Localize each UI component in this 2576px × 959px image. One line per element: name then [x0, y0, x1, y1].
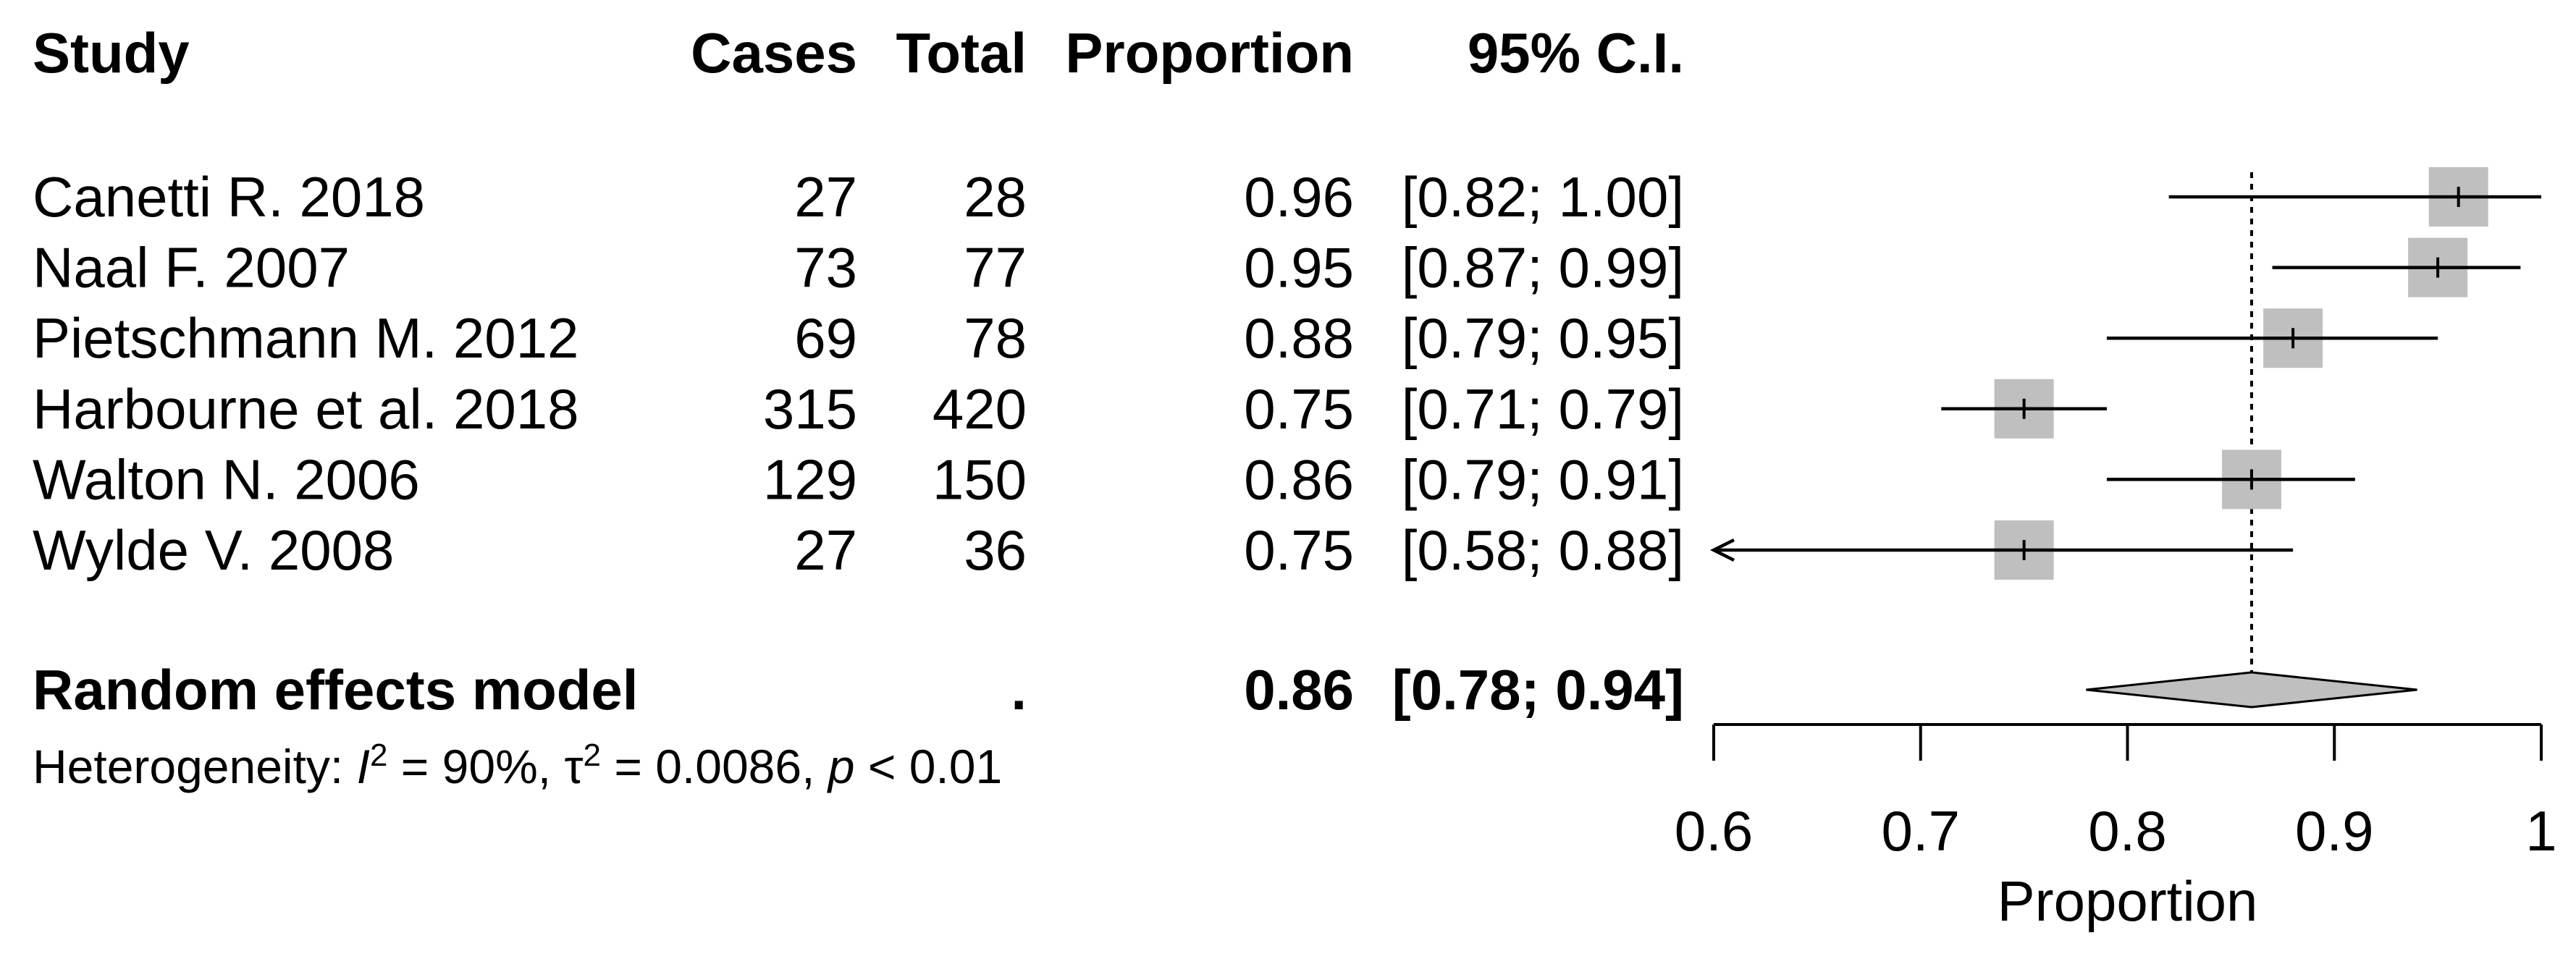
heterogeneity: Heterogeneity: I2 = 90%, τ2 = 0.0086, p …	[33, 738, 1002, 794]
column-header: Study	[33, 21, 190, 85]
heterogeneity-part: 2	[370, 738, 387, 773]
column-header: 95% C.I.	[1468, 21, 1684, 85]
cases: 129	[763, 447, 857, 511]
cases: 315	[763, 377, 857, 441]
heterogeneity-part: < 0.01	[854, 740, 1002, 793]
cases: 73	[794, 236, 857, 300]
pooled-name: Random effects model	[33, 658, 638, 722]
pooled-cases: .	[1011, 658, 1027, 722]
pooled-diamond	[2086, 671, 2417, 709]
x-axis-title: Proportion	[1998, 869, 2258, 933]
heterogeneity-part: = 90%,	[387, 740, 564, 793]
x-tick-label: 0.8	[2088, 799, 2166, 863]
heterogeneity-part: p	[827, 740, 855, 793]
total: 36	[964, 518, 1027, 582]
column-header: Total	[896, 21, 1027, 85]
ci-arrow	[1709, 538, 1735, 562]
heterogeneity-part: = 0.0086,	[601, 740, 828, 793]
proportion: 0.95	[1244, 236, 1354, 300]
ci-label: [0.58; 0.88]	[1402, 518, 1684, 582]
proportion: 0.75	[1244, 377, 1354, 441]
total: 78	[964, 306, 1027, 370]
study-name: Naal F. 2007	[33, 236, 350, 300]
column-header: Cases	[691, 21, 857, 85]
cases: 27	[794, 165, 857, 229]
pooled-proportion: 0.86	[1244, 658, 1354, 722]
plot-area	[1714, 167, 2541, 580]
heterogeneity-part: I	[357, 740, 370, 793]
x-tick-label: 0.7	[1882, 799, 1960, 863]
study-name: Walton N. 2006	[33, 447, 420, 511]
x-tick-label: 0.6	[1675, 799, 1753, 863]
ci-label: [0.79; 0.91]	[1402, 447, 1684, 511]
pooled-ci-label: [0.78; 0.94]	[1392, 658, 1684, 722]
study-name: Pietschmann M. 2012	[33, 306, 578, 370]
total: 150	[933, 447, 1027, 511]
x-tick-label: 0.9	[2295, 799, 2373, 863]
x-tick-label: 1	[2525, 799, 2556, 863]
total: 420	[933, 377, 1027, 441]
ci-label: [0.87; 0.99]	[1402, 236, 1684, 300]
heterogeneity-part: Heterogeneity:	[33, 740, 357, 793]
total: 28	[964, 165, 1027, 229]
heterogeneity-part: 2	[584, 738, 601, 773]
study-name: Canetti R. 2018	[33, 165, 425, 229]
column-header: Proportion	[1065, 21, 1354, 85]
heterogeneity-part: τ	[564, 740, 583, 793]
cases: 69	[794, 306, 857, 370]
ci-label: [0.82; 1.00]	[1402, 165, 1684, 229]
ci-label: [0.79; 0.95]	[1402, 306, 1684, 370]
study-name: Wylde V. 2008	[33, 518, 394, 582]
cases: 27	[794, 518, 857, 582]
total: 77	[964, 236, 1027, 300]
proportion: 0.75	[1244, 518, 1354, 582]
proportion: 0.96	[1244, 165, 1354, 229]
proportion: 0.88	[1244, 306, 1354, 370]
study-name: Harbourne et al. 2018	[33, 377, 579, 441]
proportion: 0.86	[1244, 447, 1354, 511]
ci-label: [0.71; 0.79]	[1402, 377, 1684, 441]
